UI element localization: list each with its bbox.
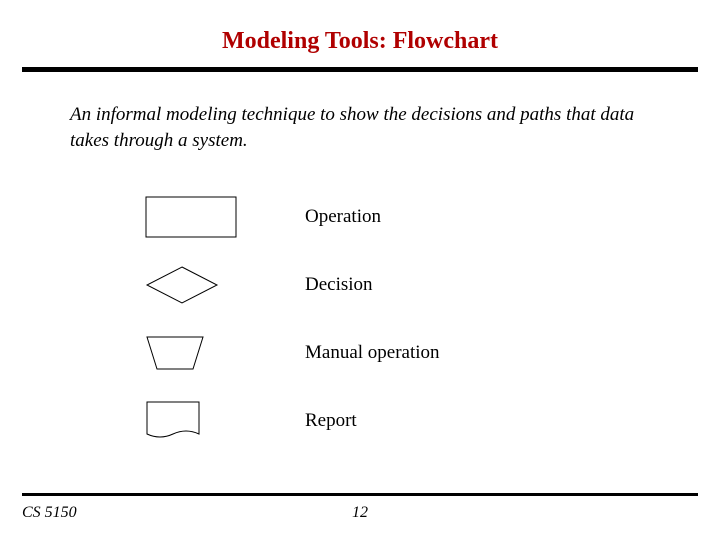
footer-page: 12: [247, 504, 472, 522]
flowchart-legend: Operation Decision Manual operation: [145, 183, 720, 455]
report-icon: [145, 400, 201, 442]
legend-row-operation: Operation: [145, 183, 720, 251]
legend-label: Manual operation: [305, 342, 440, 364]
legend-row-report: Report: [145, 387, 720, 455]
slide-subtitle: An informal modeling technique to show t…: [0, 72, 720, 165]
manual-operation-shape: [145, 335, 305, 371]
slide-footer: CS 5150 12: [0, 493, 720, 522]
footer-spacer: [473, 504, 698, 522]
rectangle-icon: [145, 196, 237, 238]
footer-course: CS 5150: [22, 504, 247, 522]
slide-title: Modeling Tools: Flowchart: [0, 0, 720, 67]
legend-label: Report: [305, 410, 357, 432]
slide: Modeling Tools: Flowchart An informal mo…: [0, 0, 720, 540]
legend-label: Operation: [305, 206, 381, 228]
decision-shape: [145, 265, 305, 305]
report-shape: [145, 400, 305, 442]
footer-text: CS 5150 12: [0, 504, 720, 522]
diamond-icon: [145, 265, 219, 305]
legend-row-manual: Manual operation: [145, 319, 720, 387]
legend-label: Decision: [305, 274, 373, 296]
footer-rule: [22, 493, 698, 496]
trapezoid-icon: [145, 335, 205, 371]
operation-shape: [145, 196, 305, 238]
legend-row-decision: Decision: [145, 251, 720, 319]
